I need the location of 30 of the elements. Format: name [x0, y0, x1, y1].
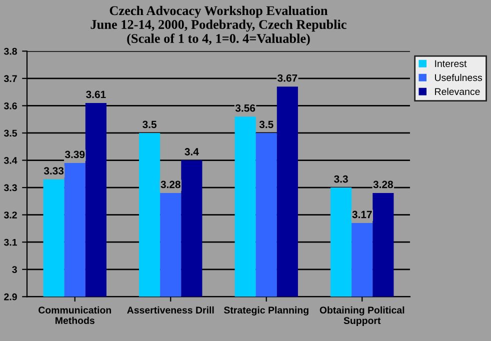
data-label: 3.33 [44, 167, 64, 175]
y-tick-label: 3.5 [4, 130, 18, 137]
data-label: 3.4 [184, 148, 199, 156]
x-tick-label: Communication Methods [38, 306, 112, 324]
x-tick-label: Strategic Planning [224, 306, 308, 316]
data-label: 3.28 [373, 180, 393, 188]
y-tick-label: 3.4 [4, 157, 18, 164]
chart-title: Czech Advocacy Workshop Evaluation June 12-14, 2000, Podebrady, Czech Republic (Scale of 1 to 4, 1=0. 4=Valuable) [90, 6, 346, 46]
data-label: 3.39 [64, 150, 85, 158]
data-label: 3.3 [334, 175, 348, 183]
legend-label: Interest [435, 60, 467, 68]
legend-label: Usefulness [435, 74, 482, 82]
data-label: 3.17 [352, 210, 372, 218]
y-tick-label: 3.7 [4, 75, 17, 82]
y-tick-label: 2.9 [4, 293, 17, 300]
data-label: 3.5 [142, 120, 157, 128]
x-tick-label: Obtaining Political Support [320, 306, 404, 326]
y-tick-label: 3 [12, 266, 17, 274]
y-tick-label: 3.8 [4, 48, 17, 55]
y-tick-label: 3.3 [4, 184, 17, 192]
y-tick-label: 3.1 [4, 238, 18, 246]
y-tick-label: 3.2 [4, 212, 17, 218]
x-tick-label: Assertiveness Drill [127, 306, 214, 314]
y-tick-label: 3.6 [4, 102, 17, 110]
data-label: 3.28 [160, 180, 180, 188]
data-label: 3.61 [86, 90, 106, 98]
data-label: 3.5 [259, 120, 274, 128]
legend-label: Relevance [435, 88, 480, 96]
data-label: 3.56 [235, 104, 256, 112]
data-label: 3.67 [278, 74, 298, 82]
